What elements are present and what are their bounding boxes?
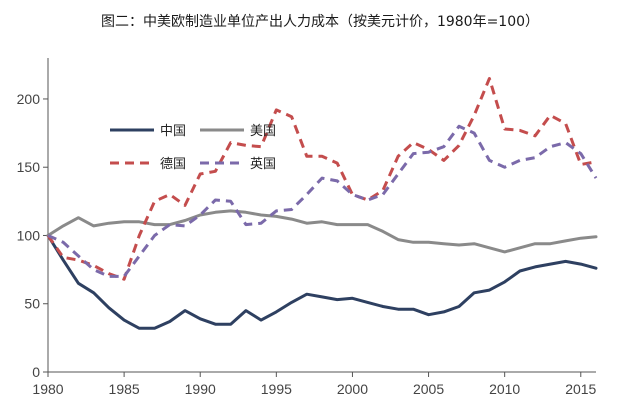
- legend-label: 德国: [160, 157, 186, 172]
- legend-label: 英国: [250, 157, 276, 172]
- x-tick-label: 1990: [185, 381, 216, 397]
- chart-title: 图二：中美欧制造业单位产出人力成本（按美元计价，1980年=100）: [101, 14, 539, 30]
- x-tick-label: 2005: [413, 381, 444, 397]
- x-tick-label: 1985: [109, 381, 140, 397]
- x-tick-label: 1980: [32, 381, 63, 397]
- y-tick-label: 200: [17, 91, 41, 107]
- series-line-3: [47, 124, 598, 278]
- y-axis-ticks: 0 50 100 150 200: [17, 91, 48, 380]
- series-lines: [46, 77, 598, 330]
- series-line-1: [46, 209, 598, 254]
- legend-label: 美国: [250, 124, 276, 139]
- x-tick-label: 2010: [489, 381, 520, 397]
- x-tick-label: 2015: [565, 381, 596, 397]
- y-tick-label: 150: [17, 159, 41, 175]
- y-tick-label: 100: [17, 227, 41, 243]
- series-line-2: [46, 77, 597, 281]
- y-tick-label: 50: [24, 296, 40, 312]
- legend-label: 中国: [160, 124, 186, 139]
- x-tick-label: 2000: [337, 381, 368, 397]
- y-tick-label: 0: [32, 364, 40, 380]
- x-axis-ticks: 1980 1985 1990 1995 2000 2005 2010 2015: [32, 372, 597, 397]
- series-line-0: [46, 234, 598, 330]
- x-tick-label: 1995: [261, 381, 292, 397]
